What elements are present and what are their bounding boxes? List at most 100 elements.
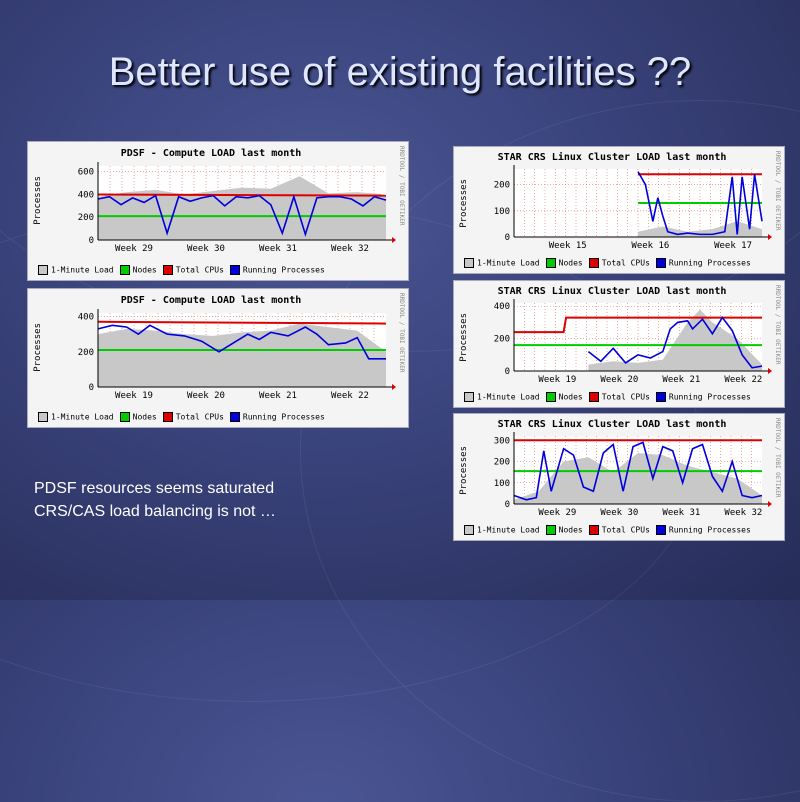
caption-line-1: PDSF resources seems saturated [34, 480, 275, 497]
legend-swatch [545, 525, 556, 535]
y-tick-label: 0 [89, 236, 94, 246]
series-total-cpus [97, 320, 387, 325]
legend-swatch [229, 412, 240, 422]
legend-swatch [588, 258, 599, 268]
legend-label: Total CPUs [601, 525, 650, 535]
series-running-processes [97, 194, 387, 237]
y-tick-label: 100 [494, 207, 510, 217]
legend-swatch [545, 258, 556, 268]
y-tick-label: 200 [78, 213, 94, 223]
series-total-cpus [97, 193, 387, 197]
y-tick-label: 0 [505, 233, 510, 243]
legend-label: Nodes [558, 392, 583, 402]
x-tick-label: Week 20 [600, 375, 638, 385]
chart-title: STAR CRS Linux Cluster LOAD last month [497, 286, 727, 297]
y-tick-label: 200 [494, 181, 510, 191]
legend-swatch [38, 412, 48, 422]
y-tick-label: 400 [494, 302, 510, 312]
legend-label: Total CPUs [601, 392, 650, 402]
legend-label: Nodes [558, 525, 583, 535]
chart-legend: 1-Minute Load Nodes Total CPUs Running Proc… [458, 392, 751, 402]
legend-label: 1-Minute Load [477, 525, 540, 535]
legend-label: Running Processes [242, 412, 325, 422]
chart-svg: 0 100 200 300 Week 29 Week 30 Week 31 Week 32 [494, 432, 772, 518]
rrdtool-side-label: RRDTOOL / TOBI OETIKER [398, 293, 405, 373]
x-axis-arrow [392, 384, 396, 390]
x-axis-arrow [392, 237, 396, 243]
series-running-processes [97, 324, 386, 360]
series-1-minute-load [98, 323, 386, 387]
chart-title: PDSF - Compute LOAD last month [120, 295, 302, 306]
y-tick-label: 0 [505, 367, 510, 377]
chart-panel-star-c: STAR CRS Linux Cluster LOAD last month RR… [453, 413, 785, 541]
chart-legend: 1-Minute Load Nodes Total CPUs Running Proc… [458, 525, 751, 535]
legend-label: Running Processes [668, 392, 751, 402]
series-running-processes [587, 316, 763, 369]
series-1-minute-load [638, 221, 762, 237]
x-tick-label: Week 31 [662, 508, 700, 518]
y-tick-label: 400 [78, 190, 94, 200]
legend-swatch [162, 265, 173, 275]
legend-swatch [229, 265, 240, 275]
legend-swatch [119, 265, 130, 275]
chart-title: PDSF - Compute LOAD last month [120, 148, 302, 159]
series-running-processes [637, 171, 763, 236]
legend-label: Nodes [132, 412, 157, 422]
x-axis-arrow [768, 234, 772, 240]
slide-caption: PDSF resources seems saturated CRS/CAS l… [34, 477, 276, 523]
chart-title: STAR CRS Linux Cluster LOAD last month [497, 419, 727, 430]
x-tick-label: Week 20 [187, 391, 225, 401]
legend-label: Nodes [558, 258, 583, 268]
chart-svg: 0 200 400 Week 19 Week 20 Week 21 Week 22 [494, 299, 772, 385]
series-1-minute-load [588, 309, 762, 371]
legend-swatch [588, 392, 599, 402]
legend-swatch [162, 412, 173, 422]
legend-label: Running Processes [668, 258, 751, 268]
x-tick-label: Week 22 [331, 391, 369, 401]
x-tick-label: Week 19 [115, 391, 153, 401]
y-tick-label: 200 [78, 348, 94, 358]
x-tick-label: Week 16 [631, 241, 669, 251]
chart-title: STAR CRS Linux Cluster LOAD last month [497, 152, 727, 163]
y-tick-label: 300 [494, 436, 510, 446]
chart-panel-star-a: STAR CRS Linux Cluster LOAD last month RR… [453, 146, 785, 274]
legend-label: 1-Minute Load [477, 392, 540, 402]
legend-swatch [38, 265, 48, 275]
x-tick-label: Week 30 [187, 244, 225, 254]
y-tick-label: 600 [78, 168, 94, 178]
x-axis-arrow [768, 501, 772, 507]
slide-title: Better use of existing facilities ?? [108, 50, 692, 94]
legend-label: Total CPUs [601, 258, 650, 268]
y-tick-label: 0 [89, 383, 94, 393]
chart-legend: 1-Minute Load Nodes Total CPUs Running Proc… [32, 412, 325, 422]
y-tick-label: 200 [494, 458, 510, 468]
x-tick-label: Week 29 [115, 244, 153, 254]
legend-swatch [655, 525, 666, 535]
legend-swatch [464, 525, 474, 535]
x-tick-label: Week 29 [538, 508, 576, 518]
legend-label: Running Processes [668, 525, 751, 535]
legend-label: 1-Minute Load [477, 258, 540, 268]
x-tick-label: Week 31 [259, 244, 297, 254]
series-total-cpus [514, 316, 762, 334]
legend-label: 1-Minute Load [51, 412, 114, 422]
x-tick-label: Week 17 [714, 241, 752, 251]
x-tick-label: Week 22 [724, 375, 762, 385]
y-tick-label: 100 [494, 479, 510, 489]
chart-svg: 0 200 400 Week 19 Week 20 Week 21 Week 22 [78, 309, 396, 401]
legend-swatch [119, 412, 130, 422]
legend-swatch [545, 392, 556, 402]
x-tick-label: Week 19 [538, 375, 576, 385]
rrdtool-side-label: RRDTOOL / TOBI OETIKER [774, 151, 781, 231]
chart-panel-star-b: STAR CRS Linux Cluster LOAD last month RR… [453, 280, 785, 408]
x-tick-label: Week 21 [662, 375, 700, 385]
chart-panel-pdsf-b: PDSF - Compute LOAD last month RRDTOOL / … [27, 288, 409, 428]
x-tick-label: Week 15 [549, 241, 587, 251]
chart-panel-pdsf-a: PDSF - Compute LOAD last month RRDTOOL / … [27, 141, 409, 281]
legend-label: 1-Minute Load [51, 265, 114, 275]
legend-label: Nodes [132, 265, 157, 275]
chart-svg: 0 200 400 600 Week 29 Week 30 Week 31 Week 32 [78, 162, 396, 254]
legend-swatch [655, 392, 666, 402]
x-tick-label: Week 32 [724, 508, 762, 518]
legend-swatch [464, 392, 474, 402]
